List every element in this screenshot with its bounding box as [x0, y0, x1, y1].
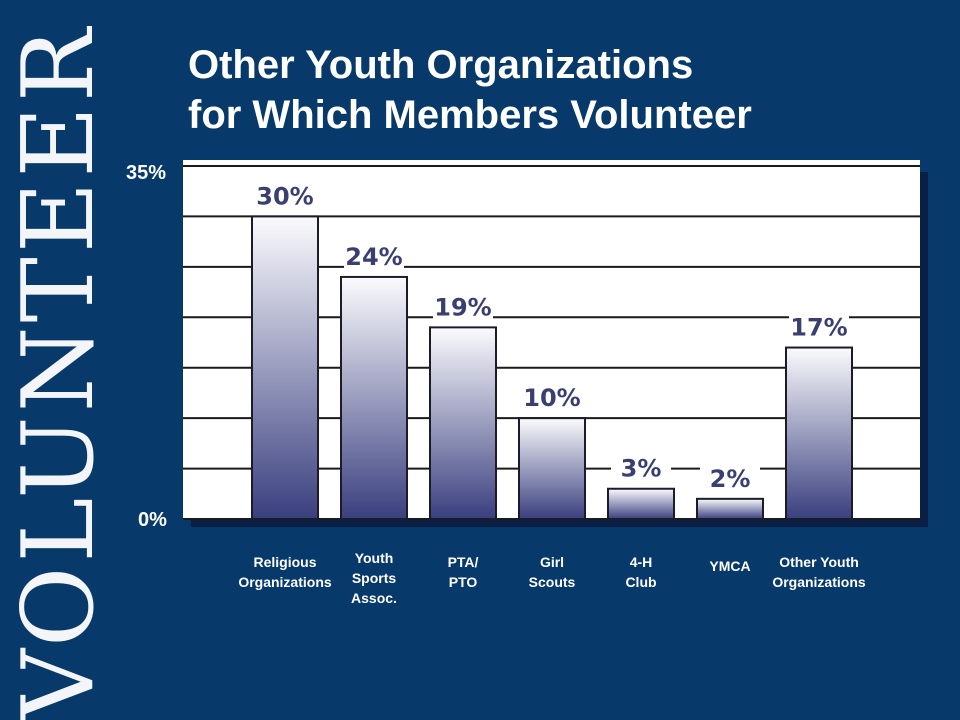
chart-title: Other Youth Organizations for Which Memb… — [188, 40, 752, 140]
data-label: 10% — [523, 384, 580, 412]
x-tick-label: Youth Sports Assoc. — [351, 550, 397, 606]
data-label: 24% — [345, 243, 402, 271]
data-label-bg — [522, 378, 582, 415]
data-label: 17% — [790, 314, 847, 342]
data-label-bg — [611, 448, 671, 485]
data-label-bg — [344, 236, 404, 273]
x-tick-label: PTA/ PTO — [447, 554, 479, 590]
data-label-bg — [700, 458, 760, 495]
data-label: 30% — [256, 182, 313, 210]
data-label: 2% — [710, 465, 751, 493]
x-tick-label: Religious Organizations — [238, 554, 332, 590]
x-tick-label: Girl Scouts — [528, 554, 576, 590]
bar — [340, 275, 408, 521]
bar — [518, 417, 586, 520]
x-tick-label: 4-H Club — [625, 554, 657, 590]
title-line-2: for Which Members Volunteer — [188, 93, 752, 137]
data-label: 19% — [434, 293, 491, 321]
bar — [251, 215, 319, 521]
title-line-1: Other Youth Organizations — [188, 43, 694, 87]
data-label-bg — [255, 176, 315, 213]
bar — [607, 487, 675, 521]
data-label-bg — [433, 287, 493, 324]
x-tick-label: YMCA — [709, 558, 751, 574]
data-label-bg — [789, 307, 849, 344]
bar — [785, 346, 853, 520]
y-axis-min-label: 0% — [138, 509, 167, 531]
data-label: 3% — [621, 455, 662, 483]
x-tick-label: Other Youth Organizations — [772, 554, 866, 590]
bar — [696, 497, 764, 521]
y-axis-max-label: 35% — [126, 162, 167, 184]
bar — [429, 326, 497, 520]
